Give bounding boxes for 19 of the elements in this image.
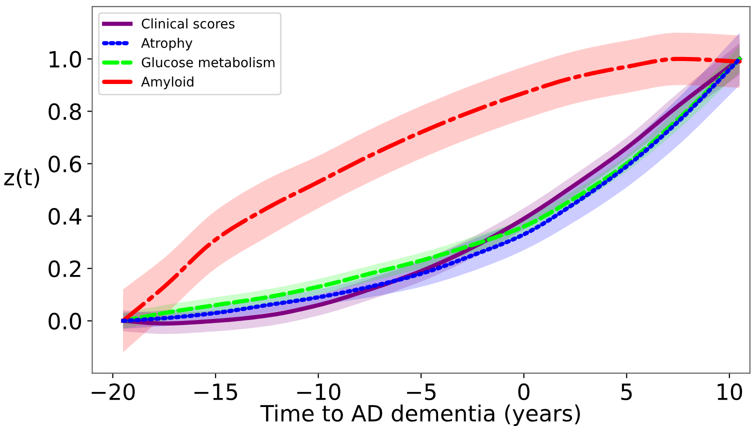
legend-label: Amyloid xyxy=(141,76,194,90)
legend-label: Glucose metabolism xyxy=(142,57,274,68)
legend-label: Clinical scores xyxy=(142,18,234,29)
y-tick-label: 1.0 xyxy=(50,50,82,68)
y-tick-label: 0.2 xyxy=(48,260,80,278)
x-tick-label: 5 xyxy=(621,384,632,400)
x-tick-label: −10 xyxy=(297,383,340,400)
y-tick-label: 0.8 xyxy=(48,103,81,120)
y-tick-label: 0.4 xyxy=(48,208,82,225)
y-tick-label: 0.0 xyxy=(48,312,82,330)
x-tick-label: 10 xyxy=(718,383,742,400)
x-tick-label: 0 xyxy=(518,383,530,400)
x-axis-title: Time to AD dementia (years) xyxy=(260,404,580,426)
x-tick-label: −20 xyxy=(92,383,135,400)
y-tick-label: 0.6 xyxy=(48,156,82,172)
x-tick-label: −15 xyxy=(194,384,238,400)
legend-label: Atrophy xyxy=(141,38,192,51)
y-axis-title: z(t) xyxy=(4,168,40,188)
x-tick-label: −5 xyxy=(407,384,436,400)
